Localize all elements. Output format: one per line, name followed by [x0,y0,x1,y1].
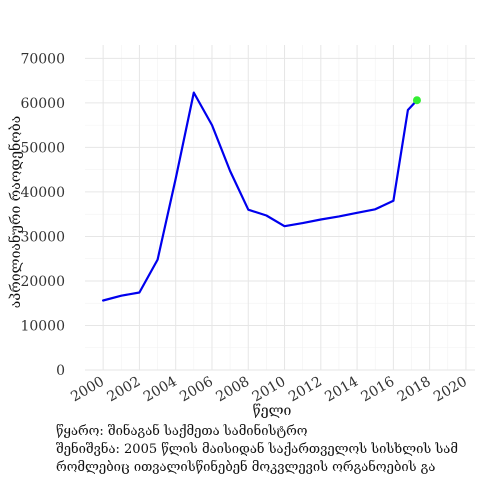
y-tick-label: 60000 [20,96,65,112]
y-tick-label: 70000 [20,51,65,67]
gridlines [85,45,475,371]
y-tick-labels: 0 10000 20000 30000 40000 50000 60000 70000 [20,51,65,379]
x-tick-label: 2006 [177,374,216,406]
note-caption-line-1: შენიშვნა: 2005 წლის მაისიდან საქართველოს… [56,441,458,457]
x-tick-labels: 2000200220042006200820102012201420162018… [68,374,470,406]
note-caption-line-2: რომლებიც ითვალისწინებენ მოკვლევის ორგანო… [56,459,435,475]
x-tick-label: 2002 [105,374,144,406]
x-axis-title: წელი [253,402,292,419]
y-tick-label: 40000 [20,185,65,201]
x-tick-label: 2004 [141,374,180,406]
x-tick-label: 2008 [213,374,252,406]
y-axis-title: აპრილიანური რაოდენობა [6,116,24,309]
x-tick-label: 2012 [286,374,325,406]
series-line [101,91,419,302]
x-tick-label: 2000 [68,374,107,406]
x-tick-label: 2014 [322,374,361,406]
source-caption: წყარო: შინაგან საქმეთა სამინისტრო [56,423,308,439]
y-tick-label: 0 [56,363,65,379]
y-tick-label: 20000 [20,274,65,290]
highlight-point [412,96,421,105]
x-tick-label: 2020 [431,374,470,406]
y-tick-label: 10000 [20,318,65,334]
y-tick-label: 30000 [20,229,65,245]
x-tick-label: 2010 [250,374,289,406]
x-tick-label: 2016 [359,374,398,406]
x-tick-label: 2018 [395,374,434,406]
y-tick-label: 50000 [20,140,65,156]
plot-panel [85,45,475,370]
series-layer [101,91,421,302]
